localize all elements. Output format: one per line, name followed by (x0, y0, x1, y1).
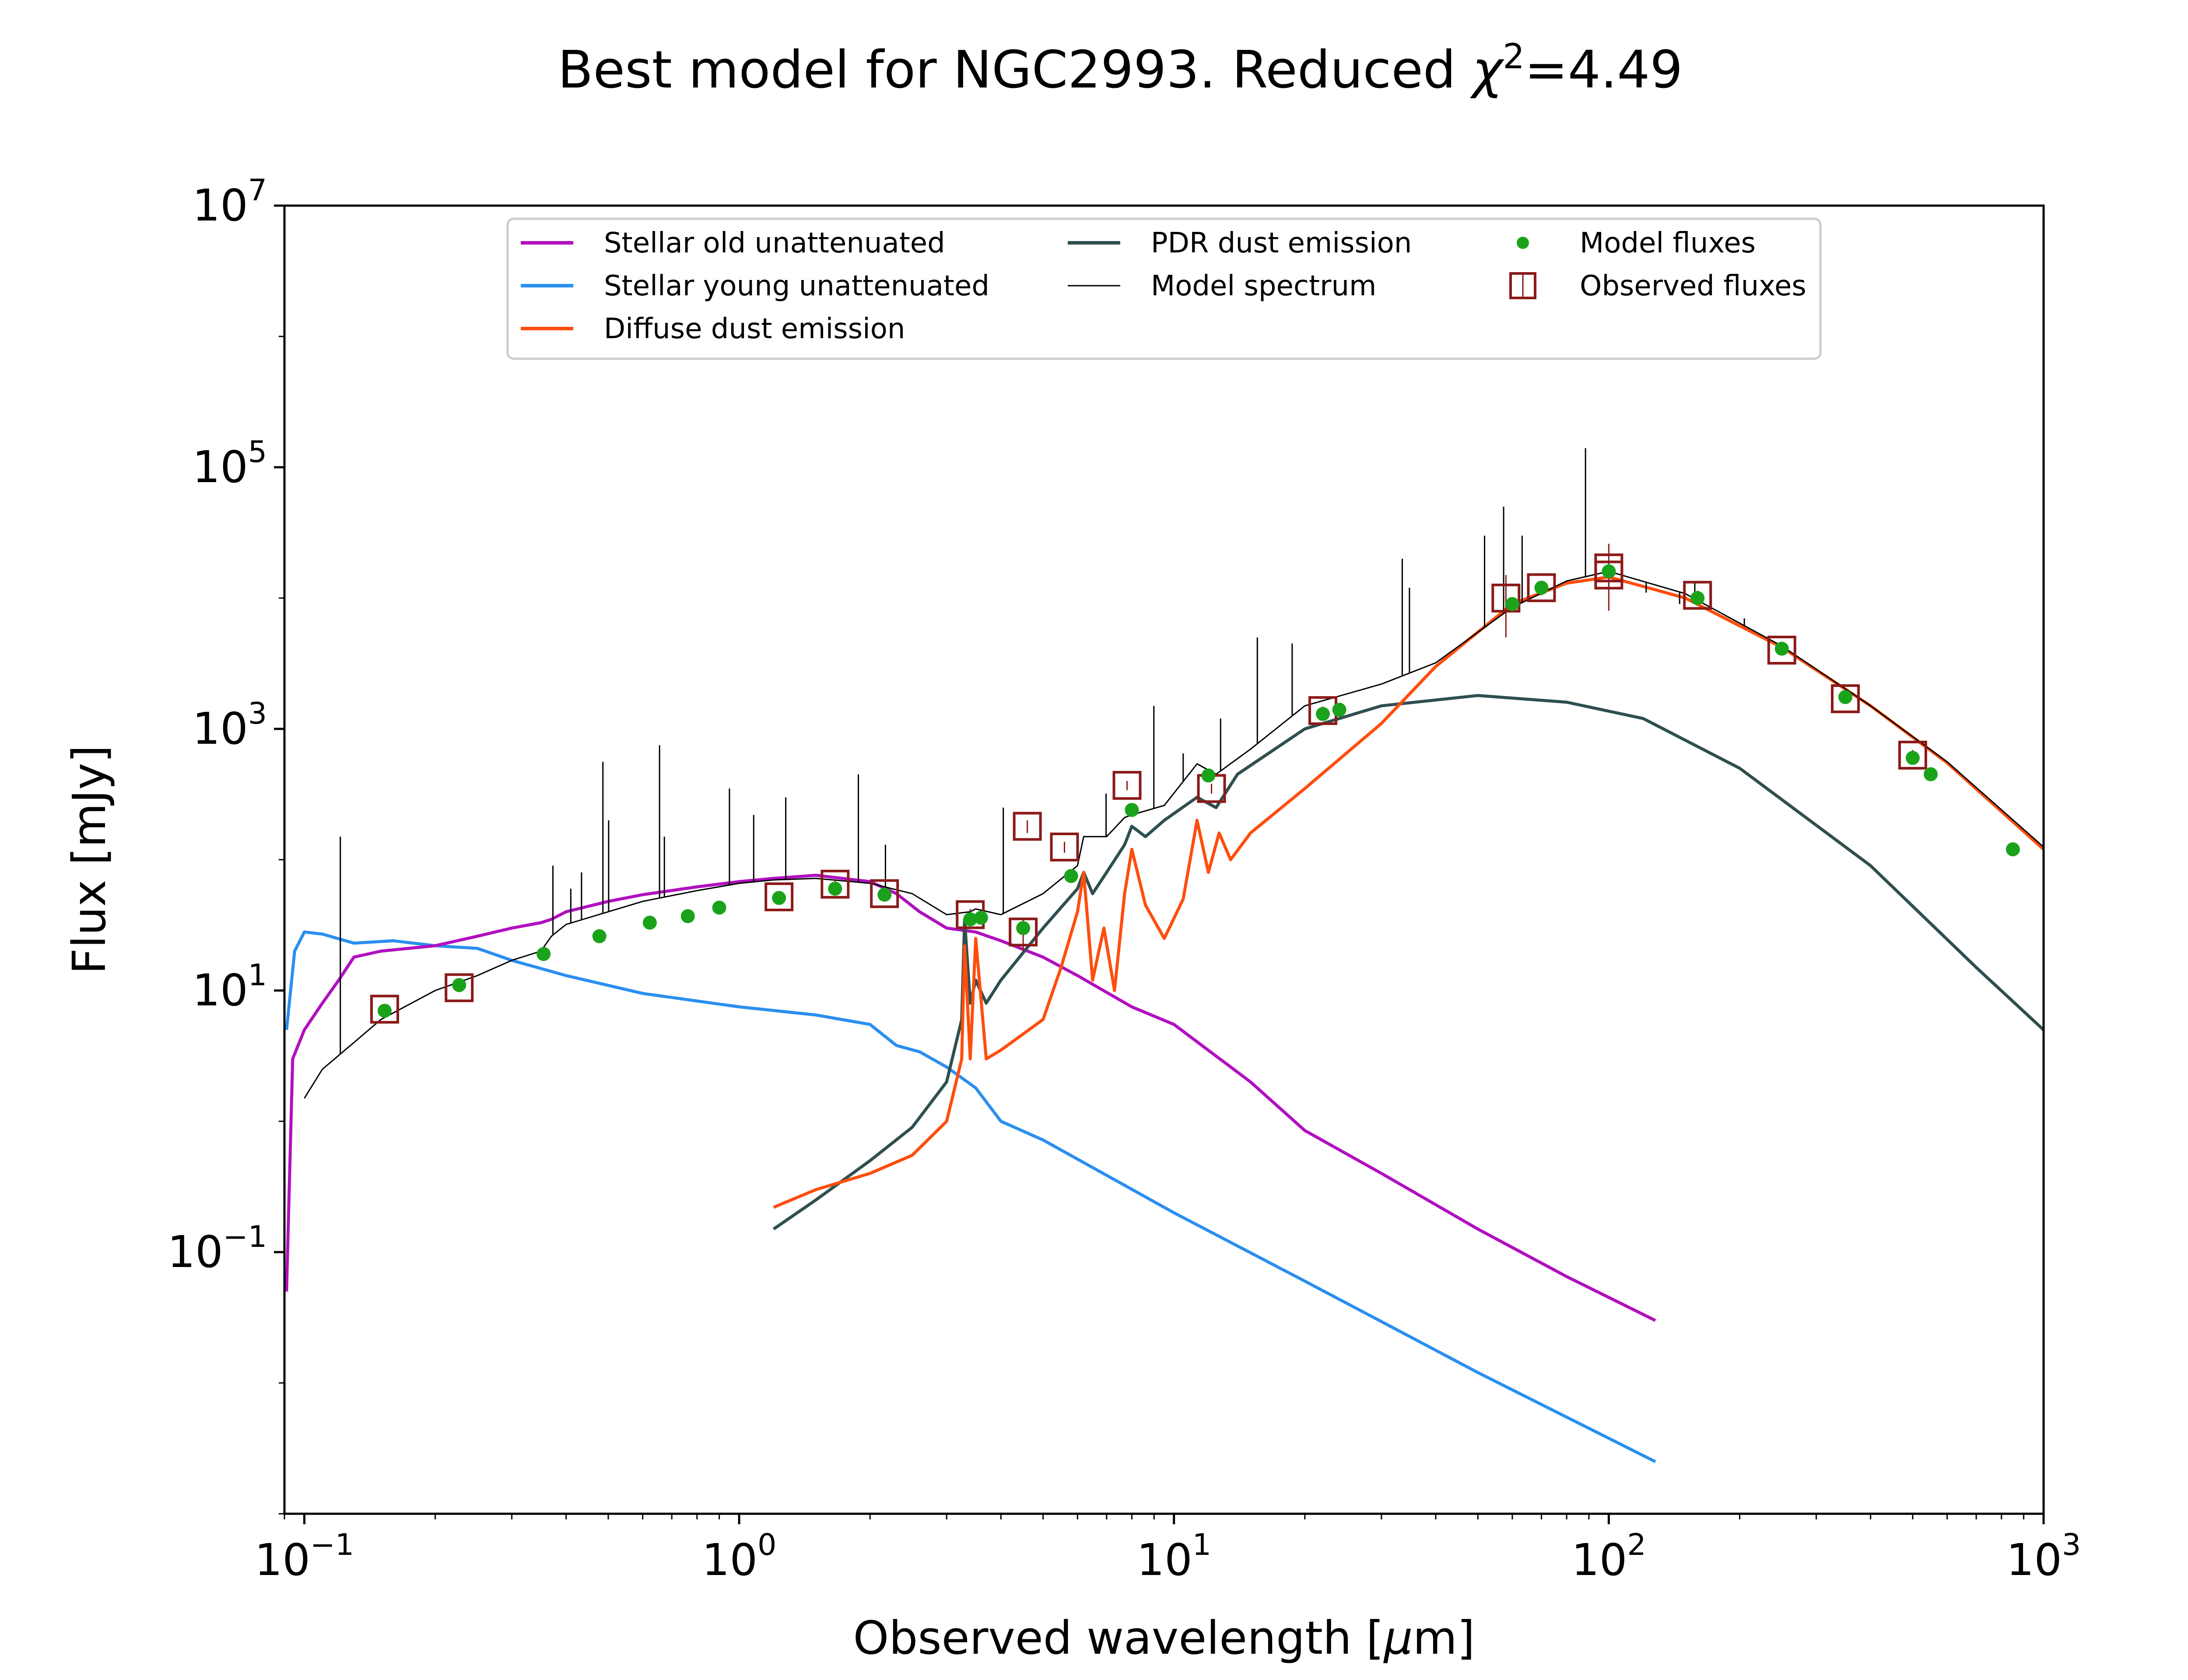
model-flux-point (1602, 564, 1616, 578)
model-flux-point (1016, 921, 1031, 935)
model-flux-point (1505, 597, 1519, 611)
model-flux-point (377, 1004, 392, 1018)
y-axis-label: Flux [mJy] (63, 745, 116, 974)
axis-ticks: 10−1 100 101 102 103 10−1 101 103 105 107 (168, 173, 2081, 1586)
model-flux-point (680, 909, 695, 924)
legend-label-pdr-dust: PDR dust emission (1151, 227, 1412, 259)
observed-flux-marker (764, 882, 794, 911)
observed-flux-marker (1767, 635, 1796, 665)
model-flux-point (2006, 842, 2020, 857)
series-line-stellar-young (285, 930, 1656, 1463)
legend-label-stellar-young: Stellar young unattenuated (604, 270, 989, 302)
observed-flux-marker (870, 879, 899, 908)
model-flux-point (1690, 591, 1705, 605)
observed-flux-marker (1830, 684, 1860, 714)
y-tick-label: 101 (192, 958, 267, 1016)
y-tick-label: 10−1 (168, 1220, 267, 1278)
x-axis-label: Observed wavelength [μm] (853, 1611, 1475, 1665)
observed-flux-marker (1527, 573, 1556, 602)
model-flux-point (1315, 707, 1330, 721)
model-flux-point (1201, 768, 1216, 783)
model-flux-point (712, 900, 726, 915)
observed-flux-marker (1050, 833, 1079, 862)
legend: Stellar old unattenuated Stellar young un… (506, 217, 1822, 360)
legend-label-stellar-old: Stellar old unattenuated (604, 227, 945, 259)
model-flux-point (1064, 869, 1078, 883)
legend-label-diffuse-dust: Diffuse dust emission (604, 313, 905, 345)
y-tick-label: 105 (192, 435, 267, 493)
legend-label-observed-fluxes: Observed fluxes (1580, 270, 1806, 302)
legend-box (506, 217, 1822, 360)
title-chi-exponent: 2 (1503, 37, 1525, 77)
observed-flux-marker (1594, 560, 1623, 590)
model-flux-point (877, 888, 892, 902)
title-chi-symbol: χ (1469, 39, 1504, 100)
model-flux-point (1125, 803, 1139, 817)
observed-flux-marker (370, 994, 399, 1024)
x-tick-label: 100 (702, 1528, 777, 1586)
x-tick-label: 102 (1571, 1528, 1646, 1586)
observed-flux-marker (1491, 584, 1521, 612)
observed-flux-marker (820, 869, 850, 899)
model-flux-point (1332, 703, 1346, 717)
plot-area (285, 448, 2044, 1463)
title-chi-value: =4.49 (1525, 39, 1683, 100)
plot-frame (283, 204, 2045, 1515)
chart-title: Best model for NGC2993. Reduced χ2=4.49 (558, 37, 1683, 100)
model-flux-point (642, 915, 657, 930)
model-flux-point (536, 947, 551, 961)
y-tick-label: 107 (192, 173, 267, 231)
observed-flux-marker (1009, 917, 1038, 947)
x-tick-label: 101 (1136, 1528, 1211, 1586)
model-flux-point (1924, 767, 1938, 781)
model-flux-point (1774, 641, 1789, 656)
series-line-diffuse-dust (773, 575, 2044, 1209)
legend-label-model-fluxes: Model fluxes (1580, 227, 1756, 259)
observed-flux-marker (1898, 740, 1927, 770)
model-flux-point (974, 910, 988, 925)
x-tick-label: 10−1 (255, 1528, 354, 1586)
y-tick-label: 103 (192, 696, 267, 754)
observed-flux-marker (1013, 812, 1042, 841)
series-line-stellar-old (285, 874, 1656, 1322)
model-flux-point (772, 891, 786, 905)
model-flux-point (452, 978, 466, 992)
model-flux-point (1838, 690, 1852, 704)
model-flux-point (828, 882, 842, 896)
model-flux-point (1905, 751, 1920, 765)
observed-flux-marker (445, 973, 474, 1002)
legend-label-model-spectrum: Model spectrum (1151, 270, 1376, 302)
model-flux-point (592, 929, 607, 943)
legend-swatch-model-fluxes (1517, 237, 1529, 249)
observed-flux-marker (1112, 771, 1142, 800)
model-flux-point (963, 912, 978, 927)
model-flux-point (1534, 581, 1549, 595)
observed-flux-marker (1683, 581, 1712, 610)
x-tick-label: 103 (2006, 1528, 2081, 1586)
